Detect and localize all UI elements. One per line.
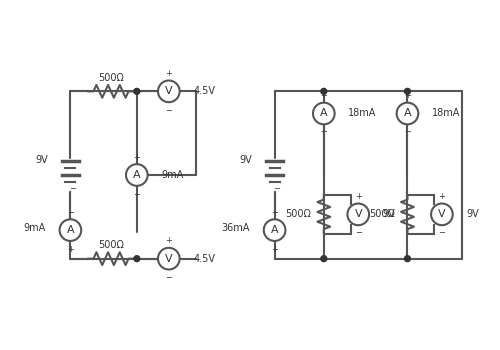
Text: 9V: 9V (383, 209, 396, 219)
Text: +: + (404, 91, 411, 100)
Text: V: V (165, 254, 172, 264)
Text: −: − (274, 184, 280, 193)
Circle shape (348, 204, 369, 225)
Text: +: + (320, 91, 327, 100)
Text: V: V (438, 209, 446, 219)
Text: 36mA: 36mA (222, 223, 250, 233)
Circle shape (321, 89, 327, 94)
Text: +: + (166, 236, 172, 245)
Text: +: + (355, 192, 362, 201)
Text: −: − (355, 228, 362, 237)
Text: 9mA: 9mA (24, 223, 46, 233)
Circle shape (264, 219, 285, 241)
Text: +: + (271, 245, 278, 254)
Circle shape (313, 103, 334, 124)
Text: 9V: 9V (36, 155, 49, 165)
Text: 4.5V: 4.5V (194, 254, 216, 264)
Text: 9V: 9V (466, 209, 479, 219)
Text: −: − (166, 106, 172, 115)
Text: V: V (165, 86, 172, 96)
Text: A: A (320, 108, 328, 119)
Text: −: − (166, 273, 172, 282)
Text: 9mA: 9mA (162, 170, 184, 180)
Text: A: A (404, 108, 411, 119)
Text: 500Ω: 500Ω (369, 209, 395, 219)
Text: −: − (67, 208, 74, 217)
Text: A: A (66, 225, 74, 235)
Circle shape (396, 103, 418, 124)
Text: 18mA: 18mA (348, 108, 377, 119)
Circle shape (134, 89, 140, 94)
Circle shape (404, 256, 410, 261)
Text: −: − (438, 228, 446, 237)
Circle shape (431, 204, 452, 225)
Circle shape (321, 256, 327, 261)
Text: −: − (134, 190, 140, 199)
Circle shape (404, 89, 410, 94)
Text: 4.5V: 4.5V (194, 86, 216, 96)
Text: +: + (438, 192, 446, 201)
Text: −: − (271, 208, 278, 217)
Text: −: − (320, 127, 328, 136)
Text: −: − (404, 127, 411, 136)
Circle shape (158, 248, 180, 270)
Text: −: − (70, 184, 76, 193)
Text: 18mA: 18mA (432, 108, 460, 119)
Text: V: V (354, 209, 362, 219)
Text: +: + (67, 245, 74, 254)
Circle shape (158, 80, 180, 102)
Text: 500Ω: 500Ω (98, 240, 124, 250)
Circle shape (134, 256, 140, 261)
Text: 9V: 9V (240, 155, 252, 165)
Text: 500Ω: 500Ω (286, 209, 311, 219)
Circle shape (60, 219, 81, 241)
Text: +: + (134, 153, 140, 162)
Text: +: + (166, 69, 172, 78)
Text: A: A (133, 170, 140, 180)
Circle shape (126, 164, 148, 186)
Text: 500Ω: 500Ω (98, 72, 124, 83)
Text: A: A (271, 225, 278, 235)
